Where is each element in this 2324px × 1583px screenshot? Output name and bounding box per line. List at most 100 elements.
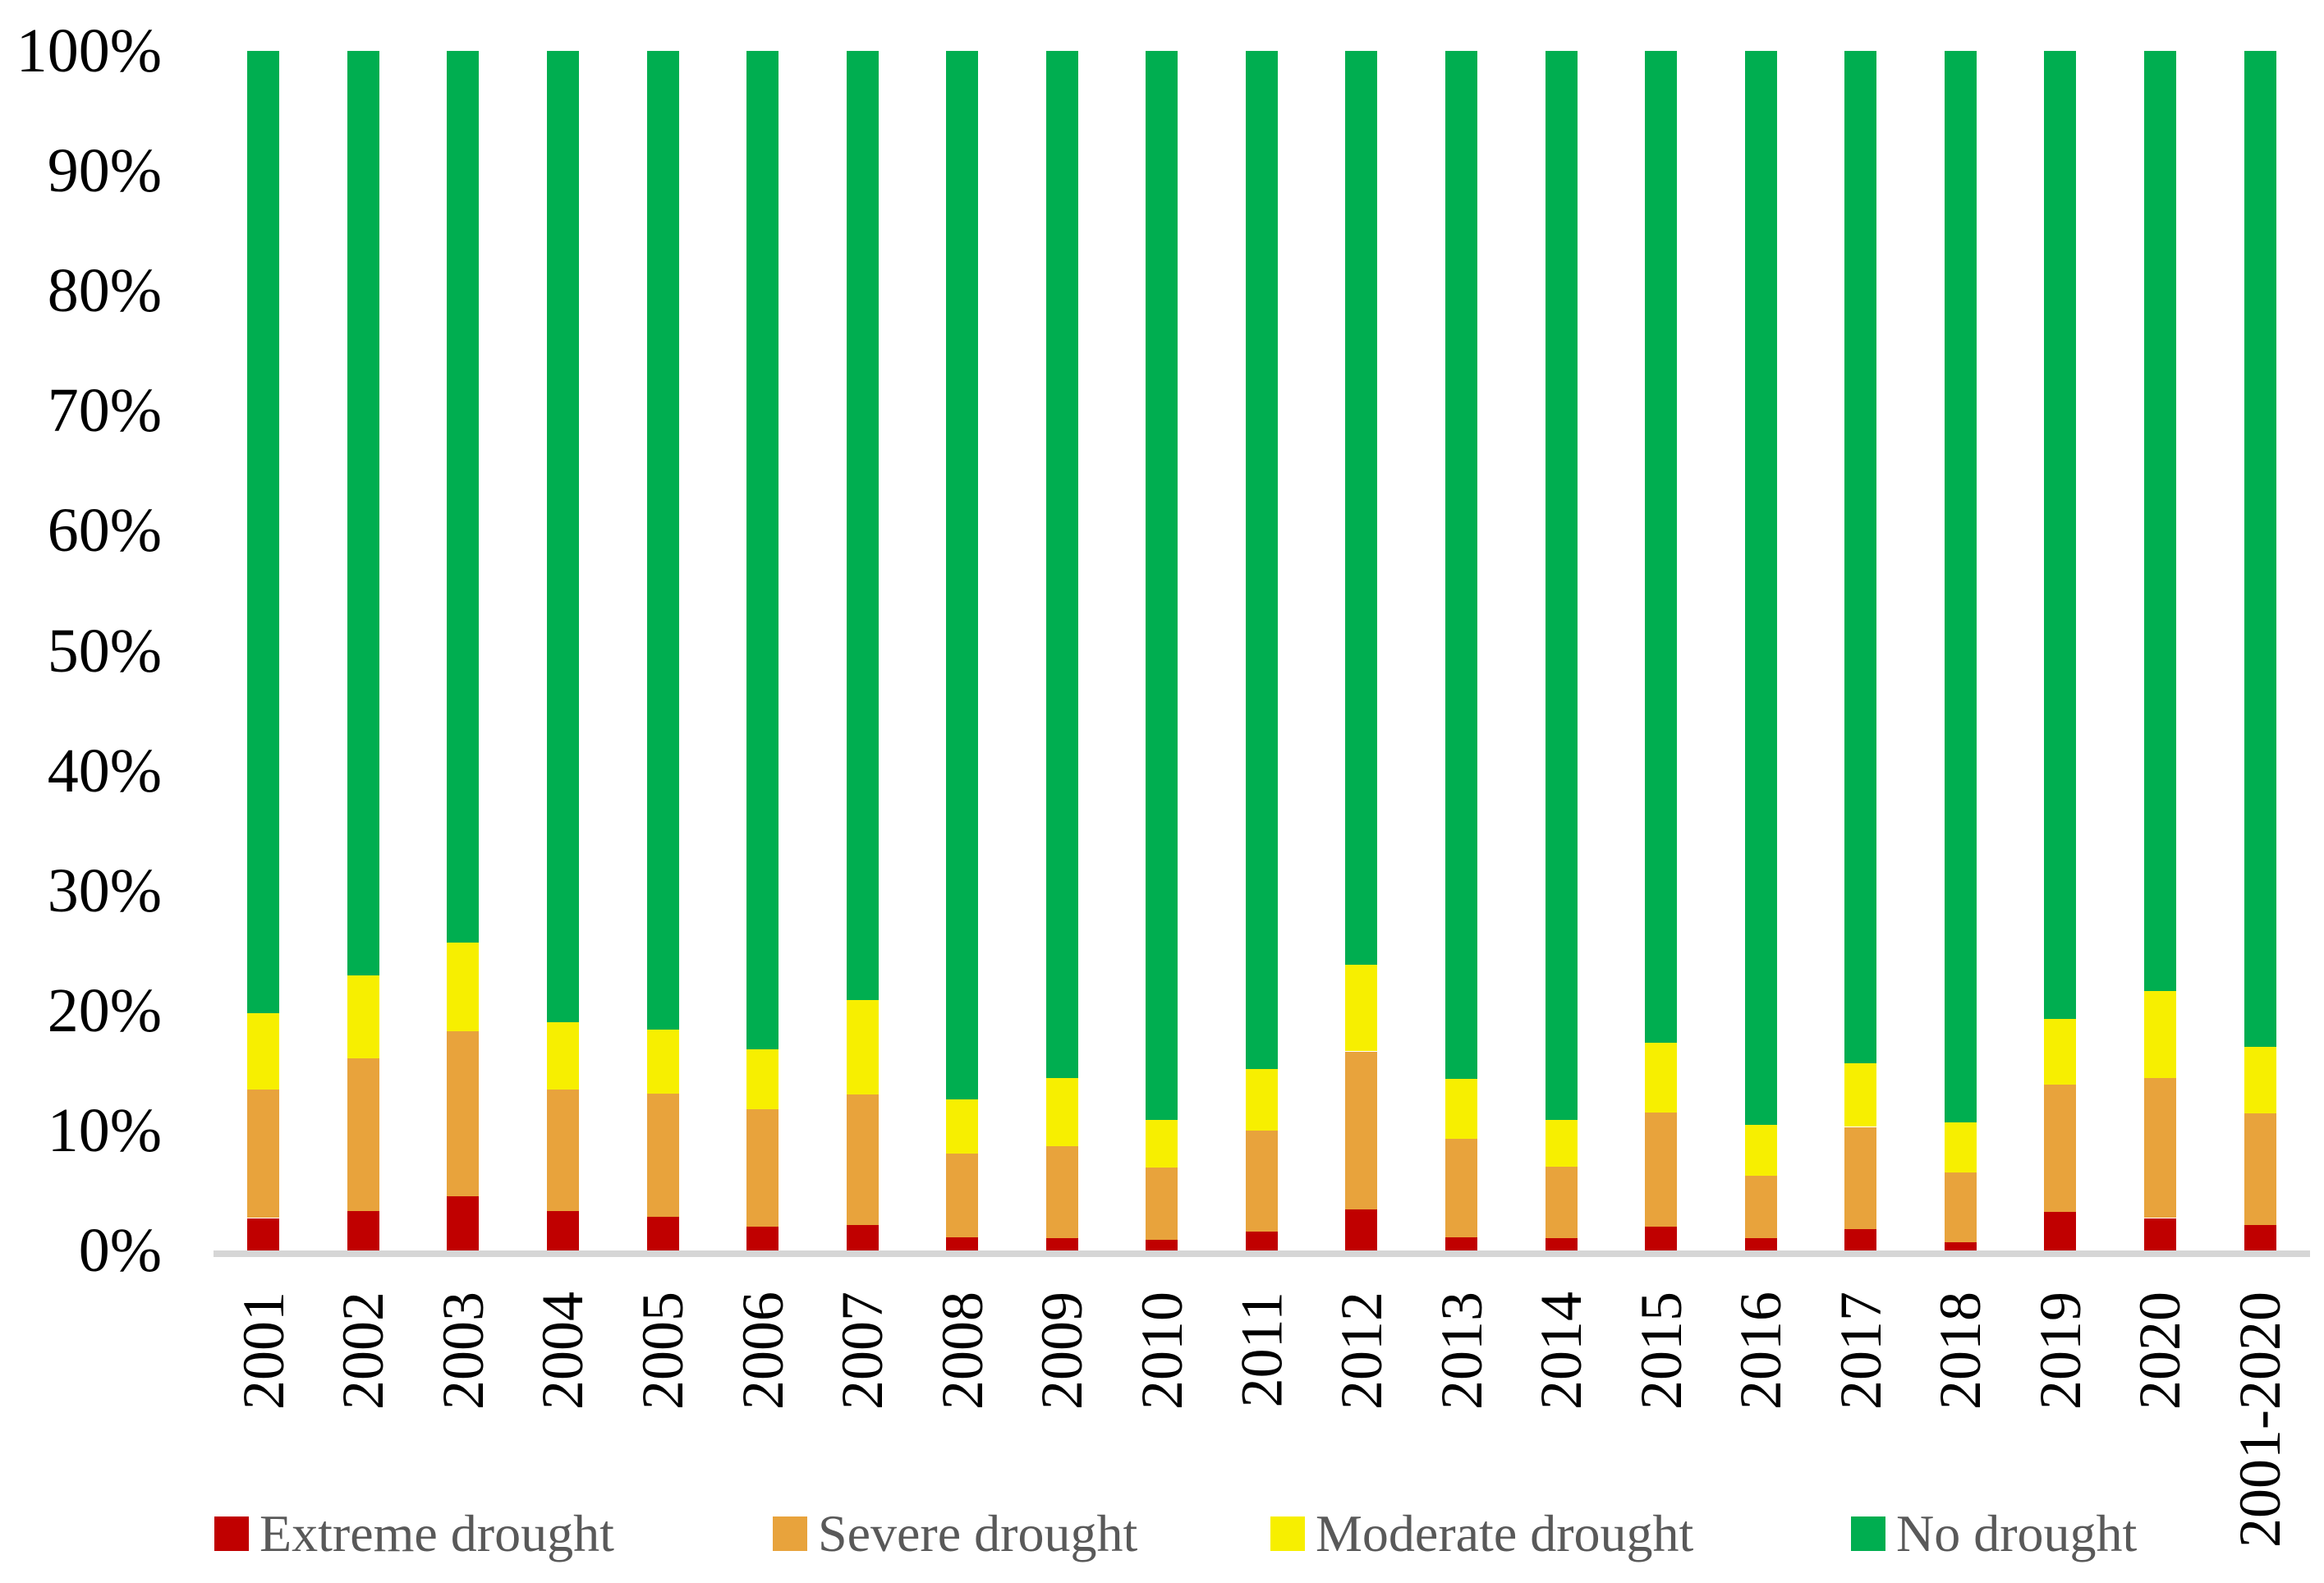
bar-segment-moderate-drought [2143, 991, 2176, 1078]
bar-segment-extreme-drought [846, 1225, 879, 1250]
x-axis-label-2003: 2003 [429, 1292, 496, 1410]
bar-segment-extreme-drought [447, 1196, 480, 1250]
bar-segment-severe-drought [2143, 1077, 2176, 1218]
y-axis-tick-label: 70% [47, 376, 162, 446]
bar-segment-severe-drought [1245, 1130, 1278, 1232]
y-axis-tick-label: 80% [47, 256, 162, 326]
bar-segment-severe-drought [1844, 1126, 1877, 1229]
x-axis-label-2012: 2012 [1328, 1292, 1394, 1410]
bar-segment-no-drought [247, 51, 280, 1013]
bar-segment-severe-drought [1744, 1176, 1777, 1239]
bar-segment-severe-drought [247, 1090, 280, 1218]
bar-segment-moderate-drought [1545, 1119, 1578, 1167]
legend-swatch-moderate-drought [1270, 1516, 1305, 1551]
bar-segment-extreme-drought [2244, 1225, 2276, 1250]
x-axis-label-2011: 2011 [1229, 1292, 1295, 1408]
bar-segment-no-drought [1645, 51, 1678, 1044]
bar-segment-severe-drought [946, 1153, 979, 1237]
bar-segment-severe-drought [2044, 1085, 2077, 1213]
bar-segment-extreme-drought [2044, 1212, 2077, 1250]
x-axis-label-2017: 2017 [1827, 1292, 1894, 1410]
bar-segment-severe-drought [546, 1090, 579, 1211]
bar-segment-no-drought [746, 51, 779, 1049]
y-axis-tick-label: 90% [47, 136, 162, 206]
x-axis-label-2007: 2007 [829, 1292, 896, 1410]
legend-label: Moderate drought [1316, 1504, 1694, 1562]
bar-segment-no-drought [1744, 51, 1777, 1125]
bar-segment-no-drought [846, 51, 879, 1000]
x-axis-label-2008: 2008 [929, 1292, 995, 1410]
bar-segment-no-drought [1545, 51, 1578, 1120]
bar-segment-severe-drought [1345, 1051, 1378, 1210]
legend-swatch-extreme-drought [214, 1516, 249, 1551]
bar-segment-moderate-drought [1146, 1119, 1178, 1168]
x-axis-label-2002: 2002 [330, 1292, 397, 1410]
bar-segment-no-drought [2143, 51, 2176, 992]
x-axis-label-2014: 2014 [1528, 1292, 1595, 1410]
x-axis-label-2010: 2010 [1128, 1292, 1195, 1410]
bar-segment-moderate-drought [1645, 1043, 1678, 1113]
bar-segment-extreme-drought [1445, 1237, 1478, 1250]
bar-segment-no-drought [1844, 51, 1877, 1064]
x-axis-label-2013: 2013 [1428, 1292, 1495, 1410]
bar-segment-extreme-drought [746, 1226, 779, 1250]
legend-item-extreme-drought: Extreme drought [214, 1507, 614, 1560]
bar-segment-moderate-drought [1445, 1079, 1478, 1140]
bar-segment-moderate-drought [347, 975, 379, 1059]
bar-segment-no-drought [1245, 51, 1278, 1070]
x-axis-label-2006: 2006 [729, 1292, 796, 1410]
x-axis-label-2001: 2001 [230, 1292, 296, 1410]
bar-segment-no-drought [2044, 51, 2077, 1019]
bar-segment-moderate-drought [1844, 1063, 1877, 1127]
bar-segment-severe-drought [846, 1094, 879, 1226]
legend-item-severe-drought: Severe drought [773, 1504, 1138, 1562]
x-axis-label-2019: 2019 [2027, 1292, 2093, 1410]
y-axis-tick-label: 40% [47, 736, 162, 805]
bar-segment-no-drought [1345, 51, 1378, 966]
bar-segment-moderate-drought [247, 1012, 280, 1090]
bar-segment-severe-drought [447, 1030, 480, 1197]
bar-segment-no-drought [1146, 51, 1178, 1120]
y-axis-tick-label: 30% [47, 856, 162, 925]
bar-segment-extreme-drought [1146, 1239, 1178, 1250]
bar-segment-extreme-drought [1944, 1241, 1977, 1250]
bar-segment-severe-drought [1445, 1139, 1478, 1237]
bar-segment-extreme-drought [546, 1210, 579, 1250]
bar-segment-no-drought [546, 51, 579, 1023]
bar-segment-severe-drought [1045, 1145, 1078, 1239]
bar-segment-extreme-drought [946, 1237, 979, 1250]
legend-label: Severe drought [818, 1504, 1138, 1562]
x-axis-label-2001-2020: 2001-2020 [2227, 1292, 2293, 1548]
bar-segment-moderate-drought [546, 1022, 579, 1090]
y-axis-tick-label: 50% [47, 616, 162, 686]
x-axis-label-2018: 2018 [1927, 1292, 1994, 1410]
bar-segment-severe-drought [1545, 1166, 1578, 1239]
x-axis-label-2009: 2009 [1029, 1292, 1095, 1410]
x-axis-label-2016: 2016 [1728, 1292, 1794, 1410]
x-axis-label-2015: 2015 [1628, 1292, 1694, 1410]
y-axis-tick-label: 20% [47, 975, 162, 1045]
bar-segment-moderate-drought [1744, 1124, 1777, 1177]
bar-segment-extreme-drought [1844, 1228, 1877, 1250]
bar-segment-moderate-drought [646, 1030, 679, 1094]
legend-item-moderate-drought: Moderate drought [1270, 1504, 1694, 1562]
bar-segment-no-drought [646, 51, 679, 1030]
bar-segment-moderate-drought [1345, 965, 1378, 1052]
bar-segment-severe-drought [746, 1108, 779, 1227]
bar-segment-moderate-drought [2044, 1019, 2077, 1085]
bar-segment-moderate-drought [746, 1048, 779, 1109]
bar-segment-extreme-drought [1345, 1209, 1378, 1250]
bar-segment-no-drought [347, 51, 379, 976]
x-axis-label-2005: 2005 [630, 1292, 696, 1410]
bar-segment-moderate-drought [2244, 1046, 2276, 1114]
bar-segment-extreme-drought [1245, 1231, 1278, 1250]
bar-segment-extreme-drought [247, 1218, 280, 1250]
y-axis-tick-label: 0% [78, 1216, 162, 1285]
bar-segment-moderate-drought [846, 999, 879, 1095]
bar-segment-moderate-drought [1944, 1122, 1977, 1173]
y-axis-tick-label: 100% [16, 16, 162, 85]
legend-swatch-no-drought [1851, 1516, 1885, 1551]
bar-segment-severe-drought [1645, 1113, 1678, 1227]
bar-segment-no-drought [1045, 51, 1078, 1078]
legend-swatch-severe-drought [773, 1516, 807, 1551]
